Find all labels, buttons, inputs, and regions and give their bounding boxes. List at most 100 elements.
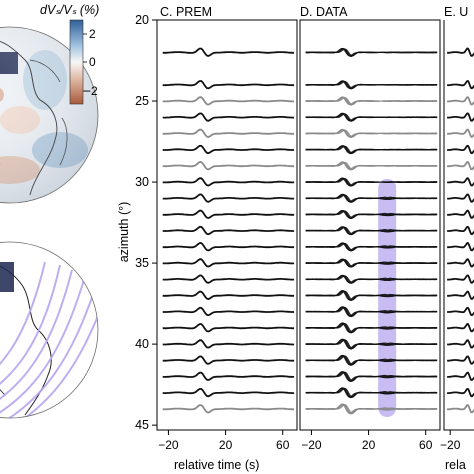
waveform-prem-az26 [162,112,295,122]
waveform-data-az33 [305,226,438,235]
panel-title-data: D. DATA [300,5,348,19]
waveform-data-az24 [305,80,438,89]
y-axis-label: azimuth (°) [117,202,131,263]
panel-title-e: E. U [444,5,468,19]
waveform-e-az31 [447,193,474,203]
waveform-prem-az40 [162,339,295,349]
panel-frame-prem [156,19,298,431]
raypath-globe [0,242,98,418]
x-tick-label-prem: −20 [158,438,179,452]
panel-frame-data [299,19,441,431]
waveform-data-az41 [305,355,438,366]
waveform-e-az30 [447,177,474,187]
y-tick-label: 40 [135,337,149,351]
y-tick-label: 20 [135,13,149,27]
waveform-data-az29 [305,162,438,170]
waveform-data-az34 [305,243,438,251]
waveform-e-az22 [446,47,474,57]
waveform-prem-az24 [162,80,295,90]
waveform-prem-az22 [162,47,295,57]
waveform-e-az35 [447,258,474,268]
highlight-band [378,178,397,418]
waveform-e-az28 [446,144,474,155]
y-tick-label: 25 [135,94,149,108]
globe-outline-bottom [0,241,99,419]
panel-frame-e [443,20,474,431]
x-tick-label-data: 20 [362,438,376,452]
x-tick-label-data: −20 [301,438,322,452]
waveform-prem-az27 [162,128,295,138]
waveform-data-az26 [305,113,438,122]
waveform-prem-az37 [162,290,295,300]
waveform-data-az30 [305,178,438,187]
waveform-data-az43 [305,387,438,398]
y-tick-label: 45 [135,418,149,432]
waveform-data-az35 [305,259,438,268]
colorbar-tick-2: 2 [89,27,96,41]
waveform-e-az27 [446,128,474,139]
waveform-prem-az39 [162,323,295,333]
waveform-prem-az32 [162,209,295,219]
waveform-prem-az41 [162,355,295,365]
waveform-e-az37 [447,290,474,301]
waveform-prem-az30 [162,177,295,187]
colorbar-tick-neg2: −2 [84,84,98,98]
globe-outline [0,26,99,204]
waveform-e-az44 [446,404,474,414]
waveform-prem-az36 [162,274,295,284]
waveform-e-az42 [446,371,474,381]
waveform-e-az29 [446,161,474,171]
waveform-prem-az33 [162,225,295,236]
waveform-data-az36 [305,275,438,284]
waveform-data-az40 [305,339,438,349]
waveform-data-az39 [305,323,438,333]
waveform-e-az43 [446,387,474,398]
x-tick-label-prem: 20 [219,438,233,452]
x-axis-label: relative time (s) [174,458,259,472]
waveform-data-az37 [305,290,438,301]
waveform-e-az34 [447,242,474,252]
waveform-e-az41 [446,355,474,365]
waveform-prem-az44 [162,404,295,414]
x-tick-label-data: 60 [419,438,433,452]
waveform-prem-az31 [162,193,295,203]
waveform-data-az38 [305,306,438,317]
waveform-e-az39 [447,323,474,333]
waveform-data-az44 [305,404,438,414]
waveform-data-az27 [305,129,438,138]
waveform-prem-az25 [162,96,295,106]
panel-title-prem: C. PREM [160,5,212,19]
waveform-prem-az42 [162,371,295,381]
x-tick-label-e: −20 [440,438,461,452]
waveform-data-az31 [305,194,438,203]
waveform-e-az24 [446,80,474,90]
colorbar [69,19,84,105]
tomography-globe [0,27,98,203]
waveform-data-az42 [305,371,438,382]
waveform-prem-az43 [162,387,295,398]
waveform-panels: −20 20 60 −20 20 60 −20 20 25 30 35 40 45 [135,13,474,452]
waveform-e-az36 [447,274,474,284]
waveform-data-az28 [305,145,438,154]
y-tick-label: 35 [135,256,149,270]
waveform-e-az33 [447,225,474,236]
waveform-data-az22 [305,48,438,57]
waveform-e-az25 [446,96,474,106]
waveform-prem-az34 [162,242,295,252]
waveform-e-az32 [447,209,474,220]
waveform-prem-az38 [162,306,295,317]
colorbar-tick-0: 0 [89,55,96,69]
x-tick-label-prem: 60 [276,438,290,452]
waveform-data-az25 [305,97,438,105]
waveform-prem-az29 [162,161,295,171]
waveform-e-az38 [447,306,474,317]
waveform-prem-az28 [162,144,295,155]
y-tick-label: 30 [135,175,149,189]
waveform-e-az26 [446,112,474,122]
waveform-data-az32 [305,210,438,219]
x-axis-label-partial: rela [445,458,466,472]
colorbar-label: dVₛ/Vₛ (%) [40,3,99,17]
waveform-prem-az35 [162,258,295,268]
waveform-e-az40 [446,339,474,349]
